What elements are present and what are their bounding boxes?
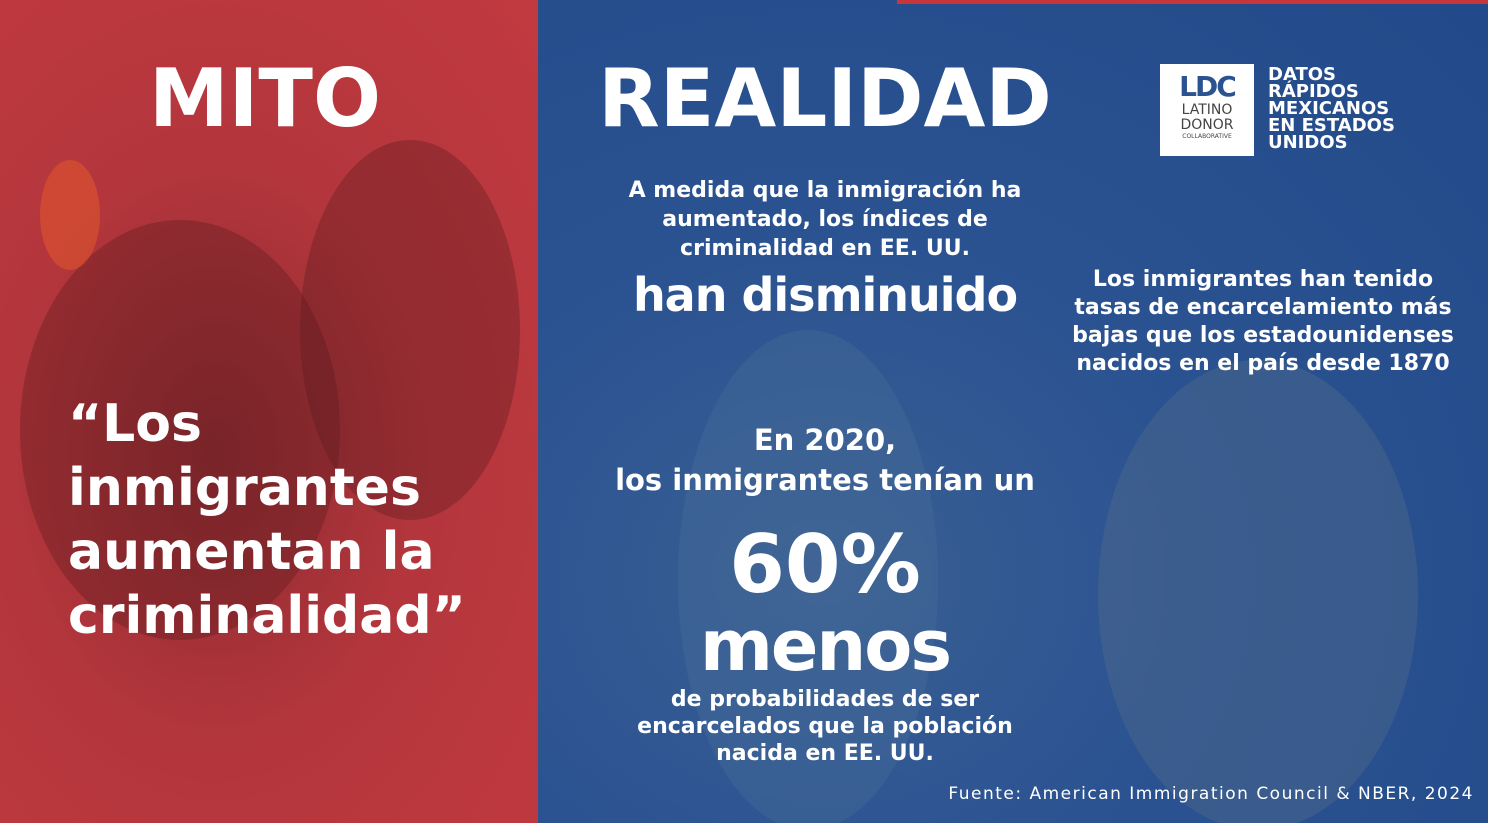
quote-line: inmigrantes	[68, 458, 421, 518]
logo-text: DONOR	[1180, 117, 1234, 133]
fact-figure: 60%	[729, 518, 921, 611]
tagline-line: DATOS	[1268, 64, 1337, 85]
tagline-line: MEXICANOS	[1268, 98, 1390, 119]
logo-text: COLLABORATIVE	[1182, 133, 1232, 140]
tagline-line: UNIDOS	[1268, 132, 1348, 153]
logo-text: LATINO	[1181, 102, 1233, 118]
tagline-line: RÁPIDOS	[1268, 81, 1359, 102]
fact-line: aumentado, los índices de	[662, 207, 988, 232]
fact-line: encarcelados que la población	[637, 714, 1013, 739]
quote-line: “Los	[68, 394, 202, 454]
top-bar	[897, 0, 1488, 4]
fact-line: nacidos en el país desde 1870	[1076, 351, 1450, 376]
myth-title: MITO	[149, 52, 381, 145]
fact-3: En 2020, los inmigrantes tenían un 60% m…	[615, 420, 1035, 767]
fact-line: criminalidad en EE. UU.	[680, 236, 970, 261]
photo-fire	[40, 160, 100, 270]
fact-emphasis: menos	[699, 605, 952, 687]
photo-shade	[1098, 360, 1418, 823]
tagline-line: EN ESTADOS	[1268, 115, 1395, 136]
myth-panel	[0, 0, 538, 823]
quote-line: aumentan la	[68, 522, 435, 582]
photo-shade	[678, 330, 938, 823]
fact-emphasis: han disminuido	[632, 268, 1018, 322]
fact-line: Los inmigrantes han tenido	[1092, 267, 1434, 292]
photo-shade	[300, 140, 520, 520]
reality-title: REALIDAD	[598, 52, 1052, 145]
fact-line: de probabilidades de ser	[670, 687, 980, 712]
fact-line: nacida en EE. UU.	[716, 741, 934, 766]
fact-line: los inmigrantes tenían un	[615, 463, 1035, 497]
fact-line: A medida que la inmigración ha	[628, 178, 1022, 203]
source: Fuente: American Immigration Council & N…	[948, 784, 1474, 804]
logo-mark: LDC	[1179, 70, 1237, 103]
reality-panel	[538, 0, 1488, 823]
fact-1: A medida que la inmigración ha aumentado…	[629, 176, 1022, 327]
quote-line: criminalidad”	[68, 586, 466, 646]
myth-quote: “Los inmigrantes aumentan la criminalida…	[68, 392, 466, 648]
photo-shade	[20, 220, 340, 640]
fact-line: En 2020,	[753, 423, 897, 457]
logo: LDC LATINO DONOR COLLABORATIVE	[1160, 64, 1254, 156]
fact-2: Los inmigrantes han tenido tasas de enca…	[1072, 266, 1454, 378]
tagline: DATOS RÁPIDOS MEXICANOS EN ESTADOS UNIDO…	[1268, 64, 1395, 153]
fact-line: bajas que los estadounidenses	[1072, 323, 1454, 348]
fact-line: tasas de encarcelamiento más	[1074, 295, 1452, 320]
